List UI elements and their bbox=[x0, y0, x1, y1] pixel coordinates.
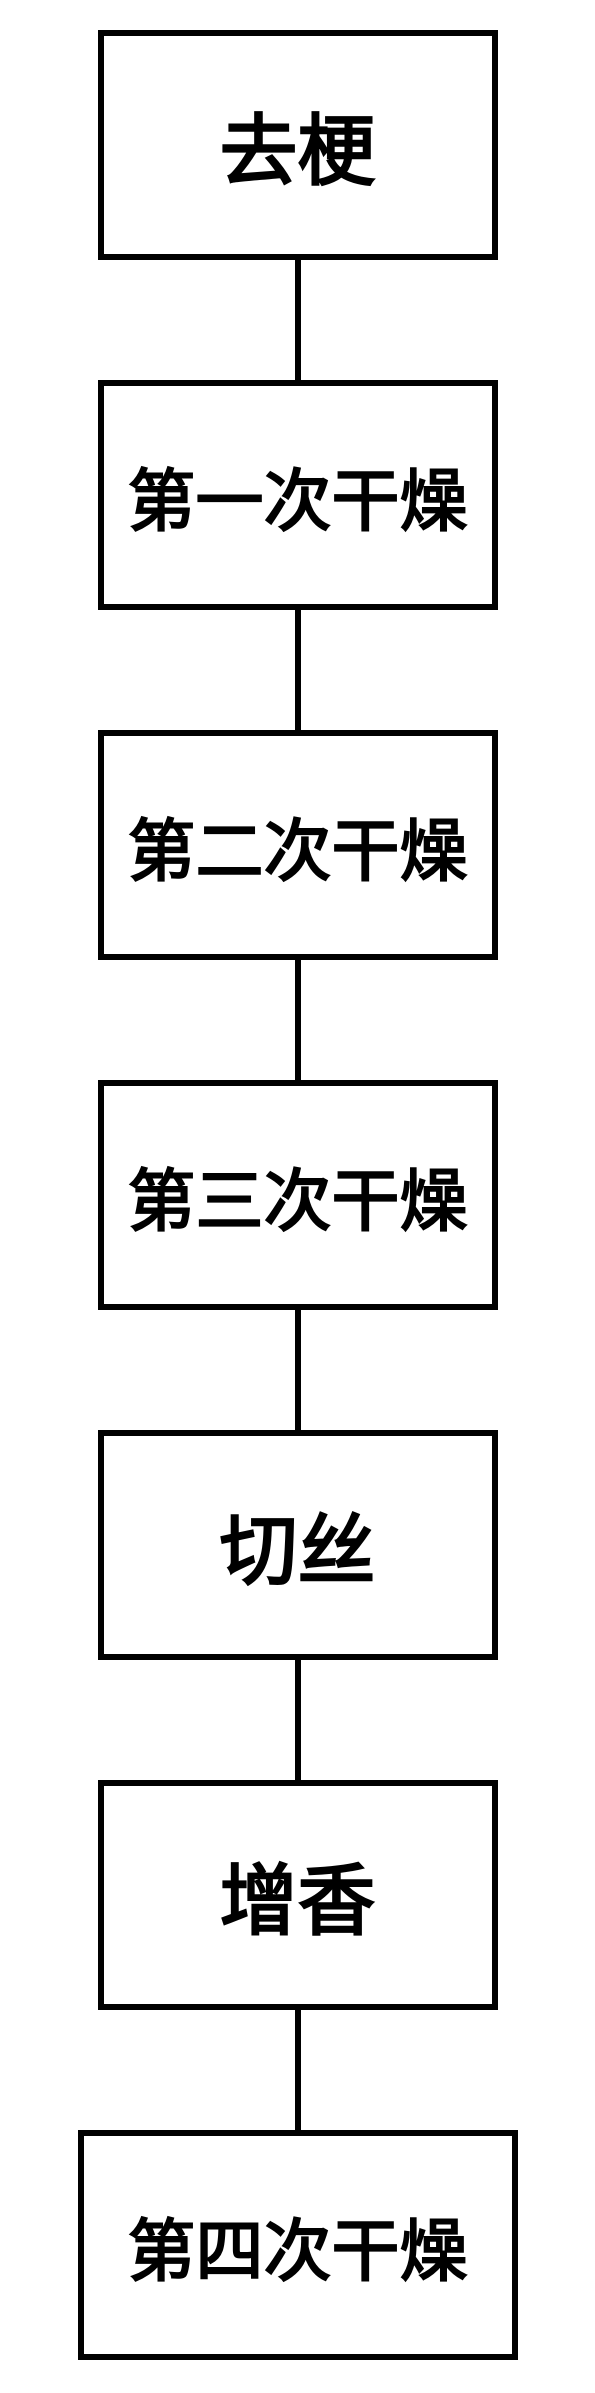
flow-connector bbox=[295, 610, 301, 730]
flow-step-label: 第四次干燥 bbox=[127, 2196, 467, 2295]
flow-step-step5: 切丝 bbox=[98, 1430, 498, 1660]
flow-step-label: 切丝 bbox=[219, 1489, 375, 1601]
flow-step-label: 第一次干燥 bbox=[127, 446, 467, 545]
flow-step-step2: 第一次干燥 bbox=[98, 380, 498, 610]
flow-connector bbox=[295, 1660, 301, 1780]
flow-step-step7: 第四次干燥 bbox=[78, 2130, 518, 2360]
flowchart-container: 去梗第一次干燥第二次干燥第三次干燥切丝增香第四次干燥 bbox=[78, 30, 518, 2360]
flow-step-label: 第二次干燥 bbox=[127, 796, 467, 895]
flow-step-step4: 第三次干燥 bbox=[98, 1080, 498, 1310]
flow-step-step6: 增香 bbox=[98, 1780, 498, 2010]
flow-step-label: 去梗 bbox=[219, 89, 375, 201]
flow-step-step3: 第二次干燥 bbox=[98, 730, 498, 960]
flow-connector bbox=[295, 260, 301, 380]
flow-connector bbox=[295, 1310, 301, 1430]
flow-connector bbox=[295, 2010, 301, 2130]
flow-step-label: 增香 bbox=[219, 1839, 375, 1951]
flow-step-step1: 去梗 bbox=[98, 30, 498, 260]
flow-step-label: 第三次干燥 bbox=[127, 1146, 467, 1245]
flow-connector bbox=[295, 960, 301, 1080]
